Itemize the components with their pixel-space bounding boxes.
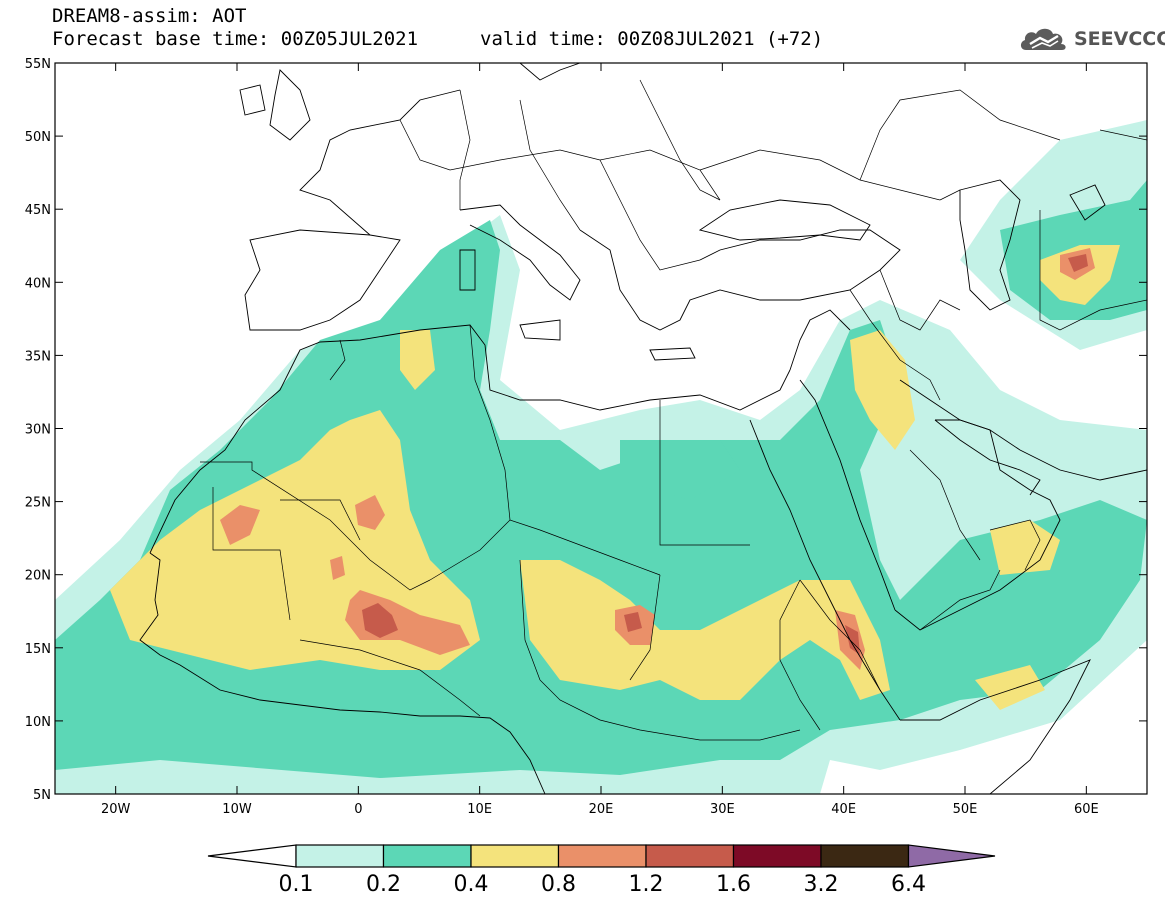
axis-ticks [55, 62, 1147, 795]
colorbar-label: 3.2 [803, 872, 839, 897]
cloud-logo-icon [1020, 28, 1066, 50]
colorbar-label: 0.2 [366, 872, 401, 897]
lat-tick-label: 55N [25, 57, 51, 72]
lat-tick-label: 40N [25, 276, 51, 291]
colorbar-label: 1.6 [716, 872, 751, 897]
lat-tick-label: 45N [25, 203, 51, 218]
colorbar-label: 6.4 [891, 872, 926, 897]
colorbar-swatch [470, 844, 560, 868]
colorbar-swatch [732, 844, 822, 868]
coastlines [139, 63, 1147, 794]
colorbar-label: 1.2 [628, 872, 664, 897]
lon-tick-label: 60E [1074, 802, 1099, 817]
lon-tick-label: 30E [710, 802, 735, 817]
valid-time: valid time: 00Z08JUL2021 (+72) [480, 28, 824, 50]
colorbar-label: 0.4 [453, 872, 489, 897]
colorbar [207, 844, 996, 868]
colorbar-label: 0.8 [541, 872, 576, 897]
aot-fields [55, 120, 1147, 794]
lat-tick-label: 10N [25, 715, 51, 730]
forecast-base-time: Forecast base time: 00Z05JUL2021 [52, 28, 419, 50]
lat-tick-label: 15N [25, 642, 51, 657]
lat-tick-label: 25N [25, 496, 51, 511]
colorbar-swatch [382, 844, 472, 868]
aot-band-1.2 [362, 254, 1088, 655]
lon-tick-label: 50E [953, 802, 978, 817]
lon-tick-label: 20W [101, 802, 131, 817]
lon-tick-label: 0 [354, 802, 362, 817]
colorbar-swatch [557, 844, 647, 868]
lon-tick-label: 10W [222, 802, 252, 817]
map-title: DREAM8-assim: AOT [52, 5, 247, 27]
colorbar-over-arrow [907, 844, 996, 868]
seevccc-logo: SEEVCCC [1018, 22, 1165, 56]
lon-tick-label: 40E [831, 802, 856, 817]
lat-tick-label: 30N [25, 423, 51, 438]
colorbar-swatch [645, 844, 735, 868]
axis-tick-labels: 20W 10W 0 10E 20E 30E 40E 50E 60E 55N 50N 45N 40N 35N… [25, 57, 1099, 817]
colorbar-swatch [295, 844, 385, 868]
lon-tick-label: 10E [467, 802, 492, 817]
colorbar-label: 0.1 [278, 872, 314, 897]
lon-tick-label: 20E [589, 802, 614, 817]
colorbar-under-arrow [207, 844, 297, 868]
logo-text: SEEVCCC [1074, 28, 1165, 50]
lat-tick-label: 5N [33, 788, 51, 803]
colorbar-swatch [820, 844, 910, 868]
lat-tick-label: 50N [25, 130, 51, 145]
lat-tick-label: 20N [25, 569, 51, 584]
country-borders [200, 79, 1147, 741]
lat-tick-label: 35N [25, 349, 51, 364]
